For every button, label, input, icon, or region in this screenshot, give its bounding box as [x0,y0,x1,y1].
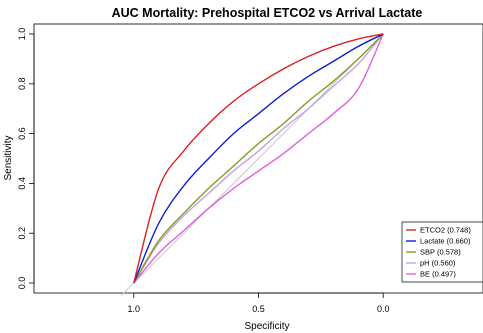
y-tick-label: 0.4 [17,177,27,190]
series-layer [133,33,384,284]
x-tick-label: 0.0 [377,304,390,314]
legend-label: Lactate (0.660) [420,237,471,246]
series-line-2 [133,33,384,284]
series-line-1 [133,33,384,284]
reference-diagonal-layer [120,33,384,296]
reference-diagonal-line [120,33,384,296]
legend: ETCO2 (0.748) Lactate (0.660) SBP (0.578) p… [401,221,483,283]
legend-label: SBP (0.578) [420,248,461,257]
series-line-4 [133,33,384,284]
x-axis: 1.0 0.5 0.0 [128,292,390,314]
y-axis-label: Sensitivity [3,135,14,180]
y-tick-label: 0.6 [17,127,27,140]
y-tick-label: 0.0 [17,277,27,290]
chart-title: AUC Mortality: Prehospital ETCO2 vs Arri… [112,6,423,20]
y-axis: 0.0 0.2 0.4 0.6 0.8 1.0 [17,28,35,290]
y-tick-label: 0.8 [17,78,27,91]
x-tick-label: 0.5 [252,304,265,314]
legend-label: pH (0.560) [420,259,456,268]
x-tick-label: 1.0 [128,304,141,314]
legend-label: ETCO2 (0.748) [420,226,471,235]
x-axis-label: Specificity [244,321,289,332]
y-tick-label: 0.2 [17,227,27,240]
series-line-3 [133,33,384,284]
series-line-0 [133,33,384,284]
y-tick-label: 1.0 [17,28,27,41]
legend-label: BE (0.497) [420,270,456,279]
